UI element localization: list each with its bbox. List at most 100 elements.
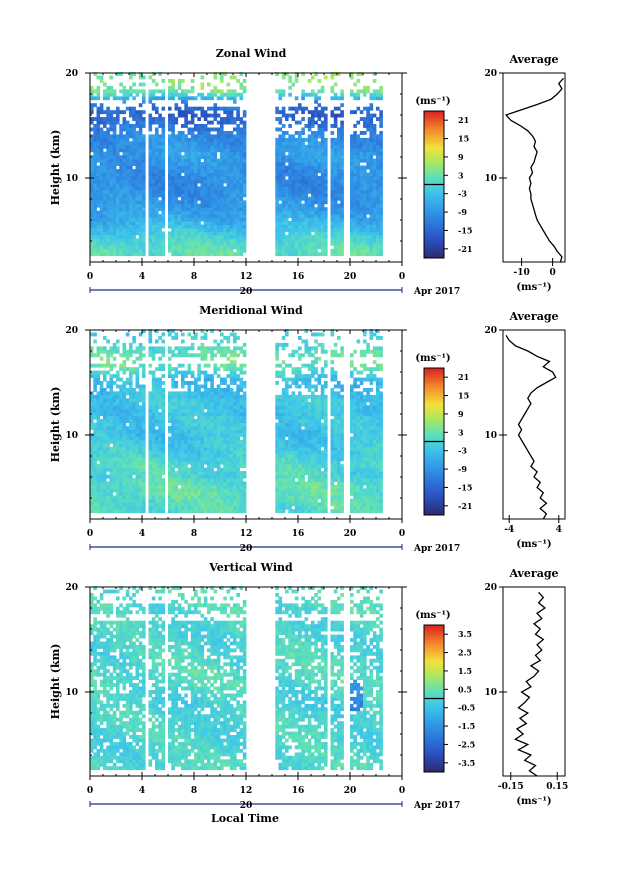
heatmap-cell — [119, 165, 123, 170]
heatmap-cell — [229, 231, 234, 236]
heatmap-cell — [213, 439, 218, 444]
heatmap-cell — [129, 481, 133, 486]
heatmap-cell — [233, 189, 237, 194]
heatmap-cell — [301, 141, 305, 146]
heatmap-cell — [116, 182, 120, 187]
heatmap-cell — [161, 426, 166, 430]
heatmap-cell — [122, 217, 127, 222]
heatmap-cell — [311, 75, 315, 80]
heatmap-cell — [158, 388, 162, 392]
heatmap-cell — [311, 245, 315, 250]
heatmap-cell — [96, 131, 101, 135]
heatmap-cell — [301, 176, 305, 180]
heatmap-cell — [99, 498, 104, 503]
heatmap-cell — [158, 450, 162, 455]
heatmap-cell — [372, 224, 377, 229]
heatmap-cell — [216, 394, 221, 399]
heatmap-cell — [116, 158, 120, 163]
heatmap-cell — [288, 245, 292, 250]
heatmap-cell — [174, 336, 179, 340]
heatmap-cell — [119, 491, 123, 496]
heatmap-cell — [285, 165, 289, 170]
heatmap-cell — [138, 488, 143, 493]
heatmap-cell — [90, 443, 94, 448]
heatmap-cell — [203, 450, 208, 455]
heatmap-cell — [197, 405, 201, 410]
heatmap-cell — [194, 193, 198, 198]
heatmap-cell — [291, 134, 296, 139]
heatmap-cell — [226, 228, 231, 232]
heatmap-cell — [210, 443, 214, 448]
heatmap-cell — [301, 169, 305, 173]
heatmap-cell — [142, 453, 146, 458]
heatmap-cell — [148, 158, 153, 163]
heatmap-cell — [109, 394, 114, 399]
heatmap-cell — [194, 155, 198, 160]
heatmap-cell — [119, 426, 123, 430]
heatmap-cell — [194, 405, 198, 410]
heatmap-cell — [278, 179, 283, 184]
heatmap-cell — [112, 110, 117, 115]
heatmap-cell — [148, 453, 153, 458]
heatmap-cell — [174, 207, 179, 212]
heatmap-cell — [213, 200, 218, 205]
heatmap-cell — [132, 471, 136, 475]
heatmap-cell — [317, 169, 322, 173]
heatmap-cell — [138, 498, 143, 503]
heatmap-cell — [119, 377, 123, 382]
heatmap-cell — [103, 172, 107, 177]
heatmap-cell — [96, 124, 101, 128]
heatmap-cell — [337, 193, 341, 198]
heatmap-cell — [171, 92, 175, 97]
heatmap-cell — [236, 210, 240, 215]
heatmap-cell — [379, 234, 383, 239]
heatmap-cell — [103, 429, 107, 434]
heatmap-cell — [174, 419, 179, 423]
heatmap-cell — [372, 200, 377, 205]
heatmap-cell — [200, 214, 205, 218]
heatmap-cell — [112, 179, 117, 184]
heatmap-cell — [194, 165, 198, 170]
heatmap-cell — [320, 241, 325, 246]
heatmap-cell — [171, 186, 175, 191]
heatmap-cell — [320, 221, 325, 225]
heatmap-cell — [112, 408, 117, 413]
heatmap-cell — [203, 332, 208, 337]
heatmap-cell — [379, 176, 383, 180]
heatmap-cell — [275, 144, 279, 149]
heatmap-cell — [216, 113, 221, 118]
heatmap-cell — [226, 137, 231, 142]
heatmap-cell — [333, 96, 338, 101]
heatmap-cell — [337, 196, 341, 201]
heatmap-cell — [379, 238, 383, 243]
heatmap-cell — [90, 165, 94, 170]
heatmap-cell — [96, 422, 101, 427]
heatmap-cell — [350, 134, 354, 139]
heatmap-cell — [151, 346, 156, 351]
heatmap-cell — [216, 127, 221, 132]
heatmap-cell — [161, 415, 166, 420]
heatmap-cell — [291, 165, 296, 170]
heatmap-cell — [203, 436, 208, 441]
heatmap-cell — [220, 106, 224, 111]
heatmap-cell — [174, 203, 179, 208]
heatmap-cell — [155, 405, 159, 410]
heatmap-cell — [161, 485, 166, 489]
heatmap-cell — [103, 488, 107, 493]
heatmap-cell — [203, 110, 208, 115]
heatmap-cell — [369, 193, 374, 198]
heatmap-cell — [210, 422, 214, 427]
heatmap-cell — [363, 234, 367, 239]
heatmap-cell — [376, 106, 380, 111]
heatmap-cell — [281, 182, 286, 187]
heatmap-cell — [168, 412, 172, 417]
heatmap-cell — [142, 217, 146, 222]
heatmap-cell — [112, 224, 117, 229]
heatmap-cell — [148, 415, 153, 420]
heatmap-cell — [197, 241, 201, 246]
heatmap-cell — [132, 241, 136, 246]
heatmap-cell — [200, 106, 205, 111]
heatmap-cell — [194, 384, 198, 389]
heatmap-cell — [233, 137, 237, 142]
